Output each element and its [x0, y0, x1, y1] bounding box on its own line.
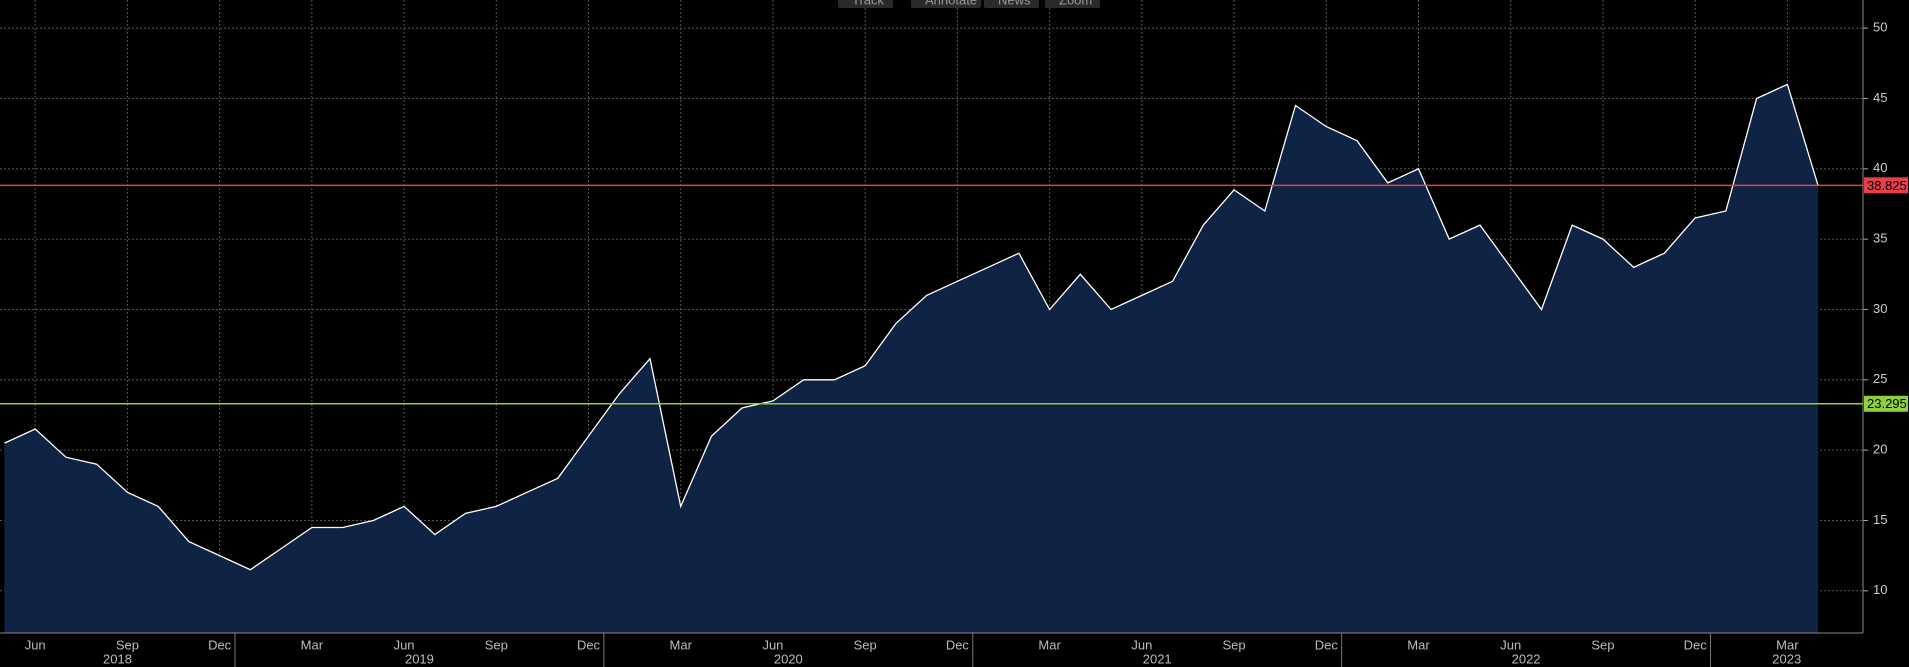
x-tick-label: Dec	[946, 637, 970, 652]
x-tick-label: Sep	[1222, 637, 1245, 652]
y-tick-label: 50	[1873, 20, 1887, 35]
year-label: 2018	[103, 651, 132, 666]
x-tick-label: Sep	[1591, 637, 1614, 652]
x-tick-label: Mar	[670, 637, 693, 652]
year-label: 2023	[1772, 651, 1801, 666]
x-tick-label: Jun	[762, 637, 783, 652]
x-tick-label: Mar	[1776, 637, 1799, 652]
toolbar-button[interactable]	[984, 0, 1039, 8]
x-tick-label: Sep	[485, 637, 508, 652]
toolbar-button[interactable]	[838, 0, 893, 8]
reference-label-box	[1864, 395, 1908, 412]
x-tick-label: Sep	[116, 637, 139, 652]
y-tick-label: 25	[1873, 371, 1887, 386]
y-tick-label: 40	[1873, 160, 1887, 175]
toolbar-button-label[interactable]: Track	[852, 0, 885, 7]
x-tick-label: Mar	[301, 637, 324, 652]
x-tick-label: Sep	[854, 637, 877, 652]
y-tick-label: 45	[1873, 90, 1887, 105]
x-tick-label: Dec	[208, 637, 232, 652]
year-label: 2021	[1143, 651, 1172, 666]
x-tick-label: Dec	[577, 637, 601, 652]
area	[4, 84, 1819, 633]
toolbar-button[interactable]	[1045, 0, 1100, 8]
y-tick-label: 20	[1873, 442, 1887, 457]
year-label: 2020	[774, 651, 803, 666]
reference-label: 38.825	[1867, 178, 1907, 193]
year-label: 2022	[1512, 651, 1541, 666]
price-line	[4, 83, 1819, 571]
x-tick-label: Dec	[1684, 637, 1708, 652]
x-tick-label: Dec	[1315, 637, 1339, 652]
x-tick-label: Jun	[1500, 637, 1521, 652]
x-tick-label: Jun	[394, 637, 415, 652]
toolbar-button[interactable]	[911, 0, 981, 8]
year-label: 2019	[405, 651, 434, 666]
x-tick-label: Mar	[1407, 637, 1430, 652]
y-tick-label: 30	[1873, 301, 1887, 316]
x-tick-label: Mar	[1038, 637, 1061, 652]
y-tick-label: 35	[1873, 231, 1887, 246]
toolbar-button-label[interactable]: Zoom	[1059, 0, 1092, 7]
x-tick-label: Jun	[1131, 637, 1152, 652]
toolbar-button-label[interactable]: Annotate	[925, 0, 977, 7]
x-tick-label: Jun	[25, 637, 46, 652]
y-tick-label: 10	[1873, 582, 1887, 597]
toolbar-button-label[interactable]: News	[998, 0, 1031, 7]
reference-label: 23.295	[1867, 396, 1907, 411]
reference-label-box	[1864, 177, 1908, 194]
y-tick-label: 15	[1873, 512, 1887, 527]
